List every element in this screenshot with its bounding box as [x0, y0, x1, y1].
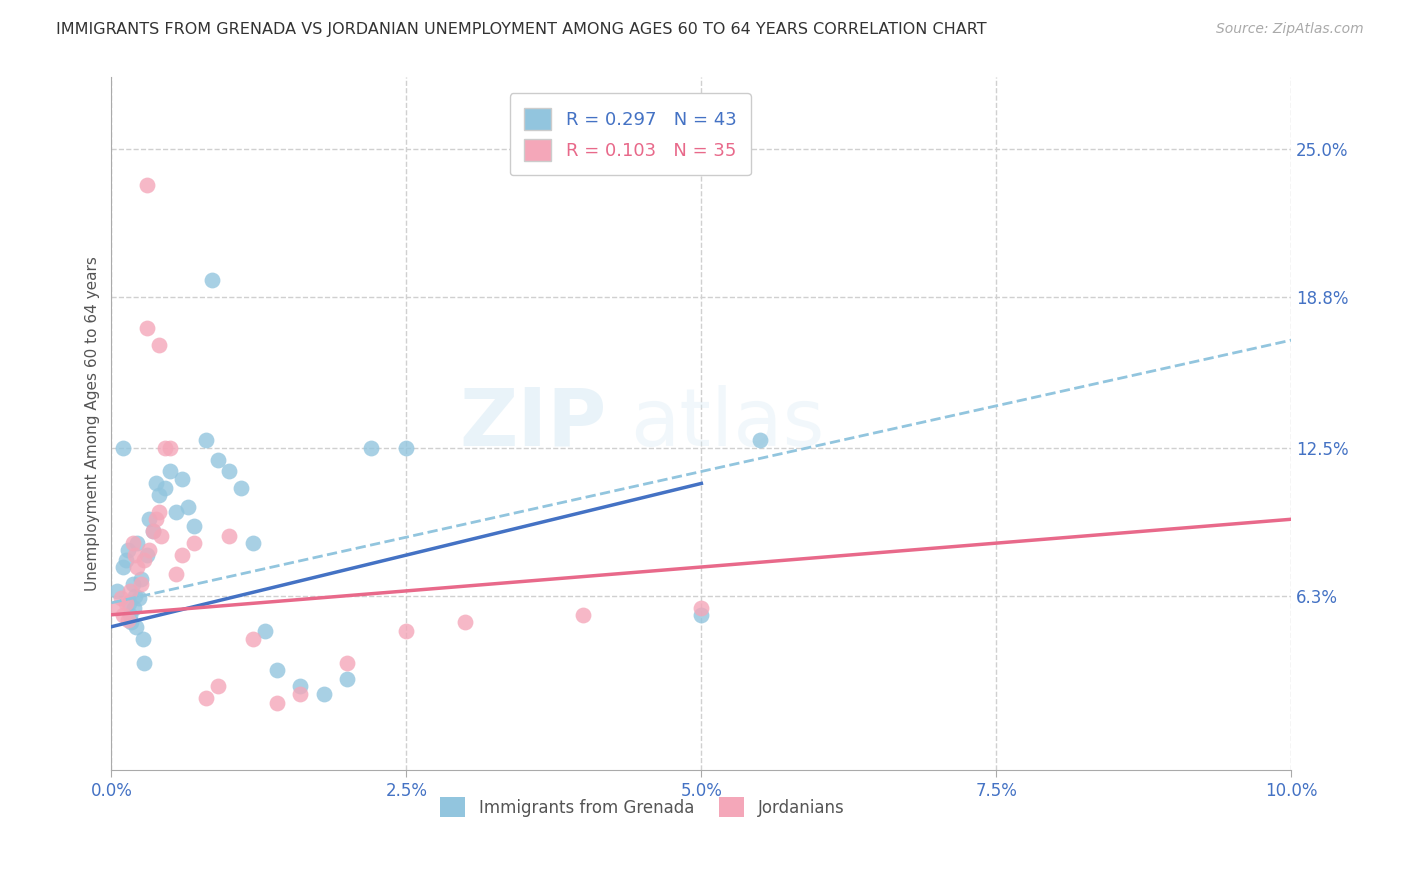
- Point: [134, 656, 156, 670]
- Point: [183, 519, 205, 533]
- Point: [266, 696, 288, 710]
- Point: [135, 178, 157, 192]
- Point: [395, 441, 418, 455]
- Point: [153, 481, 176, 495]
- Point: [121, 615, 143, 629]
- Point: [149, 529, 172, 543]
- Point: [114, 553, 136, 567]
- Point: [124, 548, 146, 562]
- Point: [134, 553, 156, 567]
- Point: [336, 656, 359, 670]
- Point: [135, 321, 157, 335]
- Point: [218, 529, 240, 543]
- Point: [153, 441, 176, 455]
- Point: [194, 691, 217, 706]
- Point: [690, 600, 713, 615]
- Point: [177, 500, 200, 515]
- Point: [336, 672, 359, 686]
- Point: [120, 583, 142, 598]
- Point: [183, 536, 205, 550]
- Point: [117, 543, 139, 558]
- Point: [749, 434, 772, 448]
- Point: [290, 680, 312, 694]
- Point: [165, 505, 187, 519]
- Point: [121, 536, 143, 550]
- Point: [129, 572, 152, 586]
- Point: [127, 536, 149, 550]
- Point: [118, 596, 141, 610]
- Point: [138, 512, 160, 526]
- Point: [253, 624, 276, 639]
- Point: [120, 607, 142, 622]
- Point: [312, 687, 335, 701]
- Point: [114, 596, 136, 610]
- Point: [242, 536, 264, 550]
- Point: [138, 543, 160, 558]
- Point: [148, 488, 170, 502]
- Point: [129, 576, 152, 591]
- Point: [201, 273, 224, 287]
- Point: [207, 452, 229, 467]
- Point: [105, 583, 128, 598]
- Point: [132, 632, 155, 646]
- Point: [117, 613, 139, 627]
- Point: [112, 441, 135, 455]
- Point: [148, 338, 170, 352]
- Text: atlas: atlas: [630, 384, 825, 463]
- Point: [207, 680, 229, 694]
- Text: IMMIGRANTS FROM GRENADA VS JORDANIAN UNEMPLOYMENT AMONG AGES 60 TO 64 YEARS CORR: IMMIGRANTS FROM GRENADA VS JORDANIAN UNE…: [56, 22, 987, 37]
- Point: [242, 632, 264, 646]
- Point: [231, 481, 253, 495]
- Point: [572, 607, 595, 622]
- Point: [172, 472, 194, 486]
- Point: [121, 576, 143, 591]
- Y-axis label: Unemployment Among Ages 60 to 64 years: Unemployment Among Ages 60 to 64 years: [86, 256, 100, 591]
- Text: Source: ZipAtlas.com: Source: ZipAtlas.com: [1216, 22, 1364, 37]
- Point: [165, 567, 187, 582]
- Point: [112, 607, 135, 622]
- Point: [218, 465, 240, 479]
- Point: [172, 548, 194, 562]
- Point: [142, 524, 165, 538]
- Point: [135, 548, 157, 562]
- Point: [395, 624, 418, 639]
- Point: [690, 607, 713, 622]
- Point: [194, 434, 217, 448]
- Point: [145, 476, 167, 491]
- Point: [128, 591, 150, 605]
- Point: [122, 600, 145, 615]
- Point: [148, 505, 170, 519]
- Text: ZIP: ZIP: [460, 384, 607, 463]
- Point: [360, 441, 382, 455]
- Point: [110, 591, 132, 605]
- Legend: Immigrants from Grenada, Jordanians: Immigrants from Grenada, Jordanians: [434, 790, 851, 824]
- Point: [454, 615, 477, 629]
- Point: [145, 512, 167, 526]
- Point: [142, 524, 165, 538]
- Point: [127, 560, 149, 574]
- Point: [125, 620, 148, 634]
- Point: [112, 560, 135, 574]
- Point: [159, 465, 181, 479]
- Point: [290, 687, 312, 701]
- Point: [266, 663, 288, 677]
- Point: [105, 600, 128, 615]
- Point: [124, 589, 146, 603]
- Point: [159, 441, 181, 455]
